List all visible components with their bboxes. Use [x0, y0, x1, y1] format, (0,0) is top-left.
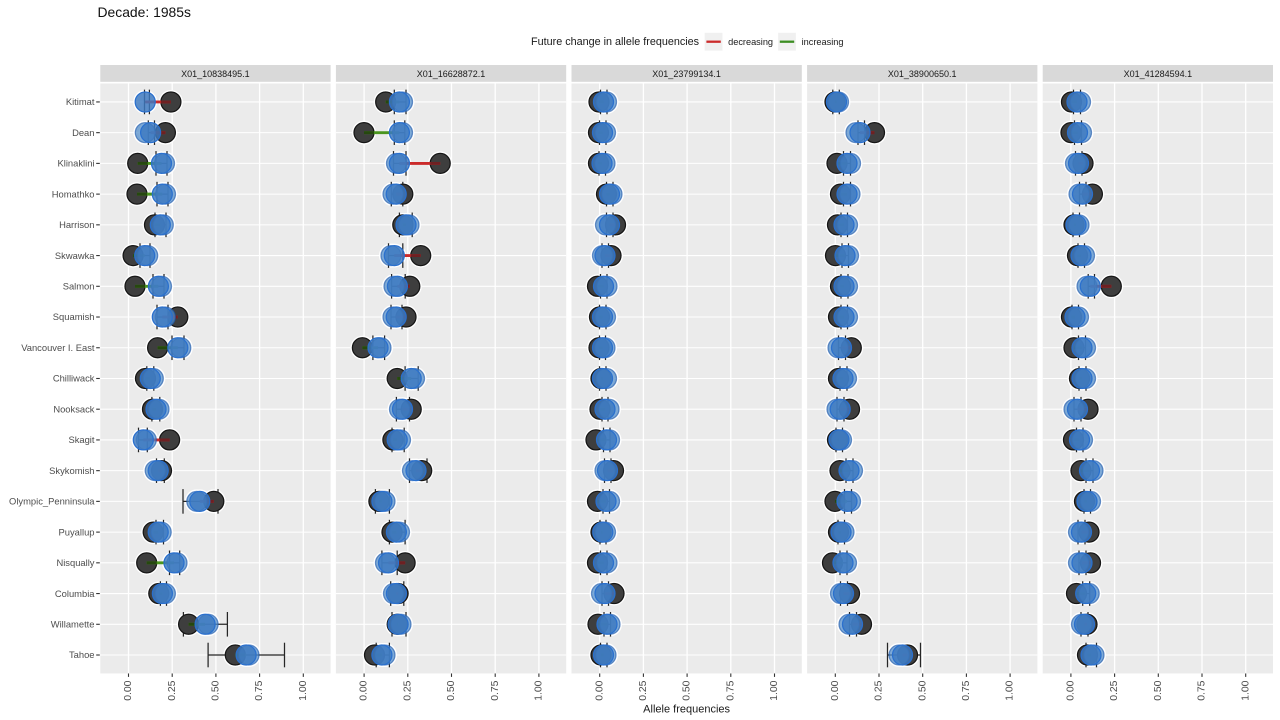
svg-text:Skykomish: Skykomish [49, 465, 94, 476]
svg-text:X01_23799134.1: X01_23799134.1 [652, 69, 721, 79]
svg-text:0.00: 0.00 [830, 680, 841, 700]
svg-text:0.00: 0.00 [594, 680, 605, 700]
svg-text:decreasing: decreasing [728, 37, 773, 47]
svg-text:0.50: 0.50 [446, 680, 457, 700]
svg-text:Klinaklini: Klinaklini [58, 158, 95, 169]
svg-text:0.50: 0.50 [1153, 680, 1164, 700]
svg-text:0.75: 0.75 [490, 680, 501, 700]
svg-text:Skagit: Skagit [68, 434, 94, 445]
svg-text:Columbia: Columbia [55, 588, 95, 599]
svg-text:0.25: 0.25 [167, 680, 178, 700]
svg-text:Allele frequencies: Allele frequencies [643, 704, 730, 716]
svg-text:0.75: 0.75 [1197, 680, 1208, 700]
svg-text:Nooksack: Nooksack [53, 403, 94, 414]
svg-text:0.50: 0.50 [917, 680, 928, 700]
svg-text:Decade: 1985s: Decade: 1985s [98, 4, 191, 20]
svg-text:Dean: Dean [72, 127, 94, 138]
svg-text:1.00: 1.00 [1240, 680, 1251, 700]
svg-text:Vancouver I. East: Vancouver I. East [21, 342, 95, 353]
svg-text:Homathko: Homathko [52, 188, 95, 199]
svg-text:X01_38900650.1: X01_38900650.1 [888, 69, 957, 79]
svg-text:Squamish: Squamish [53, 311, 95, 322]
svg-text:X01_16628872.1: X01_16628872.1 [417, 69, 486, 79]
svg-text:1.00: 1.00 [769, 680, 780, 700]
svg-text:1.00: 1.00 [1005, 680, 1016, 700]
svg-text:Future change in allele freque: Future change in allele frequencies [531, 36, 700, 48]
svg-text:Olympic_Penninsula: Olympic_Penninsula [9, 496, 95, 507]
svg-text:increasing: increasing [802, 37, 844, 47]
svg-text:0.25: 0.25 [874, 680, 885, 700]
svg-text:0.00: 0.00 [1066, 680, 1077, 700]
svg-text:0.50: 0.50 [211, 680, 222, 700]
svg-text:0.25: 0.25 [402, 680, 413, 700]
svg-text:Harrison: Harrison [59, 219, 94, 230]
svg-text:0.75: 0.75 [961, 680, 972, 700]
svg-text:Puyallup: Puyallup [59, 526, 95, 537]
svg-text:Skwawka: Skwawka [55, 250, 95, 261]
svg-text:0.00: 0.00 [123, 680, 134, 700]
svg-text:Nisqually: Nisqually [56, 557, 94, 568]
svg-text:Willamette: Willamette [51, 618, 95, 629]
svg-text:Chilliwack: Chilliwack [53, 373, 95, 384]
svg-text:0.25: 0.25 [638, 680, 649, 700]
svg-text:X01_41284594.1: X01_41284594.1 [1124, 69, 1193, 79]
svg-text:Kitimat: Kitimat [66, 96, 95, 107]
svg-text:0.25: 0.25 [1109, 680, 1120, 700]
svg-text:Tahoe: Tahoe [69, 649, 95, 660]
svg-text:1.00: 1.00 [298, 680, 309, 700]
svg-text:0.50: 0.50 [682, 680, 693, 700]
svg-text:X01_10838495.1: X01_10838495.1 [181, 69, 250, 79]
svg-text:0.00: 0.00 [359, 680, 370, 700]
svg-text:1.00: 1.00 [534, 680, 545, 700]
svg-text:Salmon: Salmon [63, 281, 95, 292]
svg-text:0.75: 0.75 [725, 680, 736, 700]
svg-text:0.75: 0.75 [254, 680, 265, 700]
